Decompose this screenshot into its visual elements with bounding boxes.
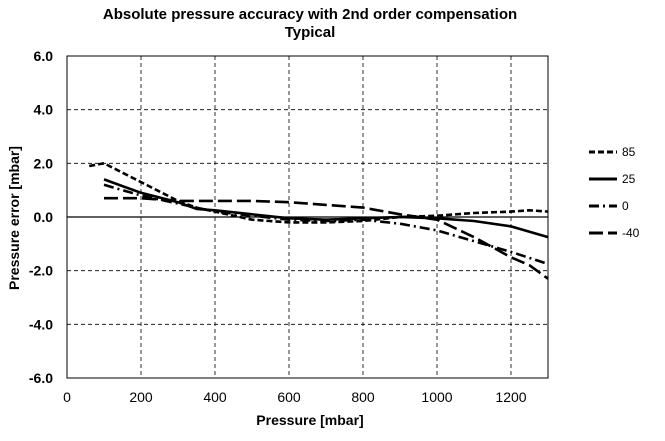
x-tick-label: 800 xyxy=(351,389,375,405)
chart-subtitle: Typical xyxy=(284,24,336,41)
y-tick-label: -4.0 xyxy=(29,316,53,332)
x-tick-label: 1200 xyxy=(495,389,526,405)
y-tick-label: -2.0 xyxy=(29,263,53,279)
x-tick-label: 400 xyxy=(203,389,227,405)
x-tick-label: 200 xyxy=(129,389,153,405)
legend-swatch xyxy=(589,150,617,153)
legend-label: 0 xyxy=(622,198,629,213)
chart-title: Absolute pressure accuracy with 2nd orde… xyxy=(0,6,620,42)
legend-item-0: 0 xyxy=(588,192,658,219)
legend-label: 25 xyxy=(622,171,636,186)
y-tick-label: 6.0 xyxy=(34,48,54,64)
legend-swatch xyxy=(589,204,617,207)
chart-legend: 85 25 0 -40 xyxy=(588,138,658,246)
series-line-25 xyxy=(103,178,549,239)
x-tick-label: 0 xyxy=(63,389,71,405)
y-tick-label: 2.0 xyxy=(34,155,54,171)
x-tick-label: 1000 xyxy=(421,389,452,405)
series-line-0 xyxy=(103,183,549,266)
legend-label: -40 xyxy=(622,225,640,240)
legend-swatch xyxy=(589,177,617,180)
y-tick-label: -6.0 xyxy=(29,370,53,386)
series-line-85 xyxy=(88,162,549,224)
legend-item--40: -40 xyxy=(588,219,658,246)
y-tick-label: 4.0 xyxy=(34,102,54,118)
legend-swatch xyxy=(589,231,617,234)
y-tick-label: 0.0 xyxy=(34,209,54,225)
legend-item-85: 85 xyxy=(588,138,658,165)
legend-item-25: 25 xyxy=(588,165,658,192)
x-axis-label: Pressure [mbar] xyxy=(256,412,364,428)
x-tick-label: 600 xyxy=(277,389,301,405)
chart-title-main: Absolute pressure accuracy with 2nd orde… xyxy=(102,6,518,23)
legend-label: 85 xyxy=(622,144,636,159)
series-line--40 xyxy=(104,196,549,280)
